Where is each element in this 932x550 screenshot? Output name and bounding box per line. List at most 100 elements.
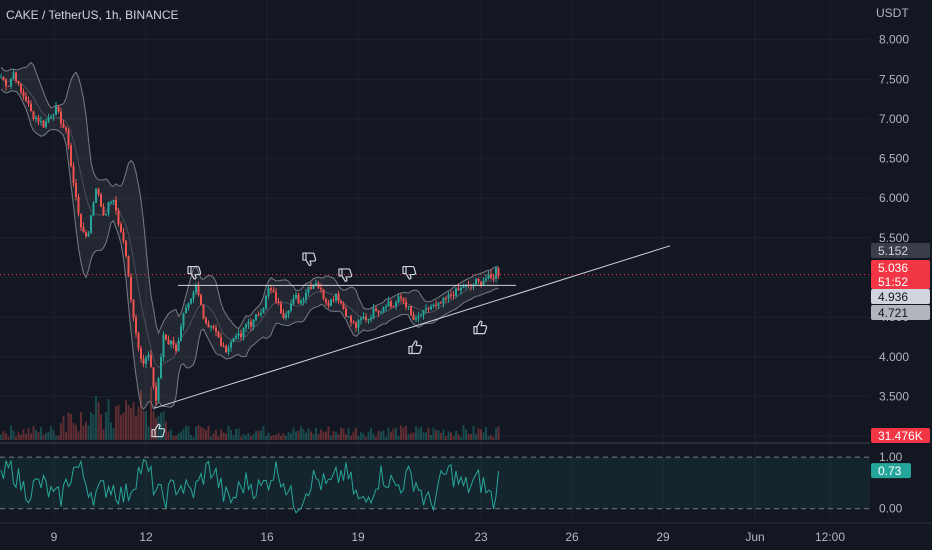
candle-body — [350, 316, 352, 323]
volume-bar — [162, 411, 165, 440]
candle-body — [390, 301, 392, 307]
volume-bar — [32, 426, 35, 440]
volume-bar — [437, 429, 440, 440]
candle-body — [192, 292, 195, 299]
candle-body — [152, 367, 155, 387]
candle-body — [252, 319, 255, 327]
candle-body — [402, 298, 405, 302]
candle-body — [170, 340, 172, 345]
price-tag-value: 4.936 — [878, 290, 908, 304]
candle-body — [142, 359, 145, 364]
candle-body — [495, 268, 497, 278]
candle-body — [15, 72, 17, 82]
volume-bar — [282, 433, 285, 440]
candle-body — [57, 106, 60, 112]
thumbs-up-icon — [151, 423, 166, 438]
volume-bar — [402, 427, 405, 440]
candle-body — [420, 315, 422, 317]
candle-body — [145, 357, 147, 364]
candle-body — [32, 111, 35, 120]
volume-bar — [330, 435, 332, 440]
candle-body — [177, 340, 180, 352]
candle-body — [140, 348, 142, 360]
candle-body — [132, 299, 135, 318]
candle-body — [277, 301, 280, 304]
volume-bar — [65, 432, 67, 440]
volume-bar — [327, 426, 330, 440]
time-tick-label: 9 — [51, 530, 58, 544]
volume-bar — [132, 401, 135, 440]
candle-body — [180, 326, 182, 341]
grid — [0, 0, 870, 522]
volume-bar — [370, 428, 372, 440]
candle-body — [342, 303, 345, 309]
time-tick-label: 23 — [474, 530, 488, 544]
volume-bar — [287, 432, 290, 440]
candle-body — [12, 72, 15, 79]
volume-bar — [337, 434, 340, 440]
candle-body — [137, 333, 140, 349]
volume-bar — [67, 412, 70, 440]
volume-bar — [380, 431, 382, 440]
time-tick-label: 26 — [565, 530, 579, 544]
volume-bar — [202, 427, 205, 440]
time-tick-label: 29 — [656, 530, 670, 544]
volume-bar — [90, 412, 92, 440]
candle-body — [447, 294, 450, 299]
volume-bar — [110, 422, 112, 440]
volume-bar — [270, 436, 272, 440]
volume-bar — [190, 434, 192, 440]
candle-body — [100, 194, 102, 207]
volume-bar — [387, 427, 390, 440]
candle-body — [72, 166, 75, 184]
volume-bar — [480, 429, 482, 440]
volume-bar — [77, 431, 80, 440]
volume-bar — [217, 436, 220, 440]
candle-body — [490, 274, 492, 278]
price-tag-value: 51:52 — [878, 275, 908, 289]
volume-bar — [432, 427, 435, 440]
candle-body — [417, 316, 420, 319]
volume-bar — [212, 433, 215, 440]
volume-bar — [0, 434, 2, 440]
volume-bar — [417, 428, 420, 440]
volume-bar — [37, 432, 40, 440]
candle-body — [375, 308, 377, 311]
volume-bar — [320, 429, 322, 440]
thumbs-up-icon — [473, 320, 488, 335]
volume-bar — [465, 429, 467, 440]
thumbs-down-icon-glyph — [302, 252, 317, 267]
volume-bar — [45, 432, 47, 440]
volume-bar — [435, 430, 437, 440]
candle-body — [182, 313, 185, 327]
price-tick-label: 4.000 — [879, 350, 909, 364]
volume-bar — [470, 434, 472, 440]
volume-bar — [230, 429, 232, 440]
candle-body — [272, 290, 275, 293]
candle-body — [217, 331, 220, 338]
volume-bar — [482, 432, 485, 440]
thumbs-down-icon — [402, 265, 417, 280]
candle-body — [235, 335, 237, 339]
price-tick-label: 5.500 — [879, 231, 909, 245]
candle-body — [367, 319, 370, 321]
volume-bar — [407, 434, 410, 440]
currency-label: USDT — [876, 6, 909, 20]
price-tick-label: 6.000 — [879, 191, 909, 205]
volume-bar — [457, 434, 460, 440]
volume-bar — [40, 427, 42, 440]
candle-body — [415, 318, 417, 320]
volume-bar — [405, 425, 407, 440]
candle-body — [115, 199, 117, 211]
candle-body — [222, 346, 225, 348]
candle-body — [300, 300, 302, 304]
candle-body — [475, 278, 477, 285]
volume-bar — [130, 408, 132, 440]
price-tick-label: 7.000 — [879, 112, 909, 126]
candle-body — [42, 120, 45, 128]
volume-bar — [310, 431, 312, 440]
thumbs-up-icon-glyph — [473, 320, 488, 335]
price-tag-last-price: 5.036 — [871, 260, 930, 275]
price-tag-box — [871, 305, 930, 320]
